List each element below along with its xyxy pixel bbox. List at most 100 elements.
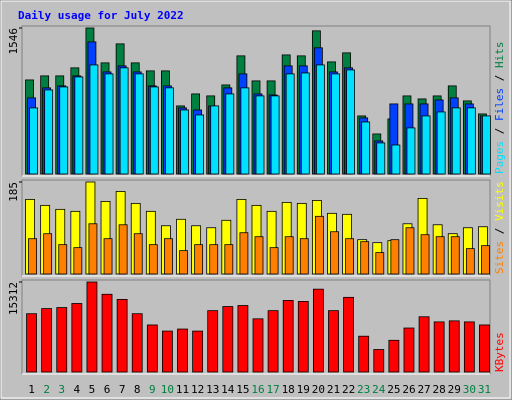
y-tick-label: 185: [7, 182, 20, 202]
bar: [482, 115, 491, 175]
bar: [162, 330, 173, 373]
x-tick-label: 12: [191, 383, 204, 396]
x-tick-label: 19: [297, 383, 310, 396]
bar: [225, 93, 235, 175]
x-tick-label: 3: [58, 383, 65, 396]
legend-entry: KBytes: [493, 332, 506, 372]
x-tick-label: 24: [372, 383, 386, 396]
legend-separator: /: [493, 68, 506, 88]
bar: [74, 76, 84, 175]
x-tick-label: 9: [149, 383, 156, 396]
bar: [131, 313, 143, 373]
bar: [479, 324, 490, 373]
legend: Sites / Visits: [493, 181, 506, 274]
bar: [284, 236, 294, 275]
bar: [358, 335, 370, 373]
x-tick-label: 1: [28, 383, 35, 396]
y-tick-label: 1546: [7, 28, 20, 55]
y-tick-label: 15312: [7, 282, 20, 315]
bar: [58, 244, 68, 275]
bar: [177, 328, 188, 373]
bar: [165, 87, 174, 175]
bar: [405, 227, 415, 275]
bar: [239, 232, 249, 275]
bar: [315, 64, 325, 175]
bar: [299, 238, 309, 275]
bar: [73, 247, 83, 275]
bar: [194, 244, 204, 275]
bar: [237, 305, 249, 373]
legend: Pages / Files / Hits: [493, 42, 506, 175]
x-tick-label: 27: [417, 383, 430, 396]
legend: KBytes: [493, 332, 506, 372]
bar: [119, 67, 129, 175]
bar: [403, 327, 415, 373]
bar: [436, 111, 446, 175]
bar: [148, 244, 158, 275]
x-tick-label: 2: [43, 383, 50, 396]
bar: [252, 318, 264, 373]
bar: [71, 303, 83, 373]
bar: [285, 73, 295, 175]
legend-separator: /: [493, 121, 506, 141]
bar: [118, 224, 128, 275]
bar: [421, 115, 431, 175]
bar: [224, 244, 234, 275]
bar: [450, 236, 460, 275]
bar: [103, 238, 113, 275]
legend-entry: Files: [493, 88, 506, 121]
bar: [254, 236, 264, 275]
x-tick-label: 16: [251, 383, 264, 396]
bar: [56, 307, 68, 373]
bar: [207, 310, 219, 373]
x-tick-label: 26: [402, 383, 415, 396]
bar: [314, 215, 324, 275]
bar: [300, 72, 310, 175]
bar: [133, 233, 143, 275]
bar: [222, 306, 234, 373]
bar: [195, 114, 205, 175]
bar: [41, 308, 53, 373]
bar: [390, 239, 400, 275]
x-tick-label: 5: [89, 383, 96, 396]
legend-entry: Hits: [493, 42, 506, 69]
bar: [44, 89, 54, 175]
bar: [86, 281, 98, 373]
bar: [192, 330, 204, 373]
bar: [43, 233, 53, 275]
bar: [481, 245, 490, 275]
x-tick-label: 11: [176, 383, 189, 396]
bar: [466, 107, 476, 175]
bar: [180, 109, 189, 175]
x-tick-label: 15: [236, 383, 249, 396]
bar: [210, 105, 220, 175]
bar: [209, 244, 219, 275]
x-tick-label: 8: [134, 383, 141, 396]
bar: [282, 300, 294, 373]
legend-entry: Pages: [493, 141, 506, 174]
bar: [255, 95, 265, 175]
bar: [134, 73, 144, 175]
x-tick-label: 30: [463, 383, 476, 396]
x-tick-label: 23: [357, 383, 370, 396]
x-tick-label: 7: [119, 383, 126, 396]
bar: [267, 310, 279, 373]
x-tick-label: 10: [161, 383, 174, 396]
bar: [463, 321, 475, 373]
x-tick-label: 13: [206, 383, 219, 396]
bar: [312, 288, 324, 373]
x-tick-label: 18: [282, 383, 295, 396]
bar: [330, 231, 339, 275]
bar: [373, 349, 385, 373]
bar: [375, 252, 385, 275]
bar: [28, 238, 37, 275]
bar: [433, 321, 445, 373]
x-tick-label: 20: [312, 383, 325, 396]
bar: [361, 121, 371, 175]
bar: [345, 238, 354, 275]
bar: [104, 73, 114, 175]
bar: [451, 107, 461, 175]
x-tick-label: 17: [266, 383, 279, 396]
bar: [448, 320, 460, 373]
